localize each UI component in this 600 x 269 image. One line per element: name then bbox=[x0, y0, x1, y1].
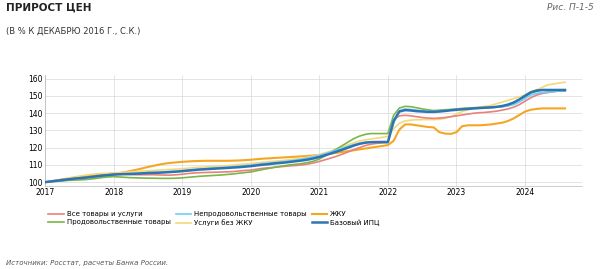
Text: Рис. П-1-5: Рис. П-1-5 bbox=[547, 3, 594, 12]
Text: Источники: Росстат, расчеты Банка России.: Источники: Росстат, расчеты Банка России… bbox=[6, 260, 168, 266]
Text: (В % К ДЕКАБРЮ 2016 Г., С.К.): (В % К ДЕКАБРЮ 2016 Г., С.К.) bbox=[6, 27, 140, 36]
Text: ПРИРОСТ ЦЕН: ПРИРОСТ ЦЕН bbox=[6, 3, 91, 13]
Legend: Все товары и услуги, Продовольственные товары, Непродовольственные товары, Услуг: Все товары и услуги, Продовольственные т… bbox=[49, 211, 380, 226]
